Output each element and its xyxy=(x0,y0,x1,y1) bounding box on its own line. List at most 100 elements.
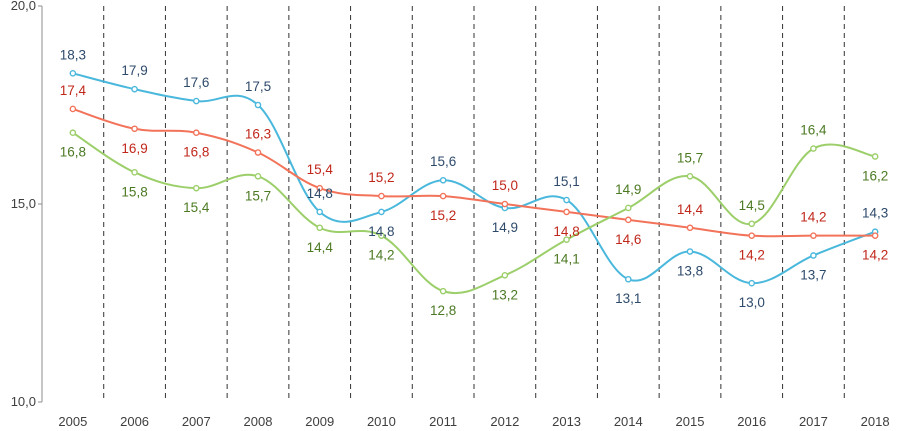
data-label: 16,3 xyxy=(245,127,271,142)
x-tick-label: 2006 xyxy=(120,414,149,429)
x-tick-label: 2013 xyxy=(552,414,581,429)
data-label: 15,2 xyxy=(430,208,456,223)
vertical-grid xyxy=(103,6,845,402)
data-point xyxy=(192,97,200,105)
data-label: 13,7 xyxy=(800,267,826,282)
x-tick-label: 2016 xyxy=(737,414,766,429)
data-point xyxy=(439,176,447,184)
data-point xyxy=(316,184,324,192)
data-point xyxy=(871,232,879,239)
y-tick-label: 10,0 xyxy=(11,394,36,409)
data-label: 13,1 xyxy=(615,291,641,306)
data-point xyxy=(624,216,632,224)
x-tick-label: 2005 xyxy=(58,414,87,429)
x-tick-label: 2012 xyxy=(490,414,519,429)
x-tick-label: 2010 xyxy=(367,414,396,429)
data-point xyxy=(624,275,632,283)
data-point xyxy=(624,204,632,212)
data-label: 15,8 xyxy=(121,184,147,199)
data-label: 14,8 xyxy=(307,186,333,201)
data-point xyxy=(378,232,385,239)
data-label: 13,0 xyxy=(739,295,765,310)
data-point xyxy=(254,101,262,109)
data-point xyxy=(748,220,756,228)
data-point xyxy=(131,169,138,176)
data-point xyxy=(131,125,138,133)
data-point xyxy=(871,153,879,160)
data-point xyxy=(810,145,817,152)
data-label: 16,2 xyxy=(862,168,888,183)
data-point xyxy=(501,200,509,208)
data-point xyxy=(316,208,324,216)
data-label: 17,5 xyxy=(245,79,271,94)
data-point xyxy=(563,208,570,216)
data-point xyxy=(131,85,138,93)
data-label: 15,1 xyxy=(553,174,579,189)
data-point xyxy=(316,224,324,232)
data-point xyxy=(501,271,509,279)
data-label: 12,8 xyxy=(430,303,456,318)
data-point xyxy=(192,129,200,137)
data-label: 15,4 xyxy=(183,200,210,215)
data-label: 14,4 xyxy=(677,202,704,217)
data-point xyxy=(69,129,77,137)
data-point xyxy=(748,232,756,239)
data-label: 16,9 xyxy=(121,141,147,156)
data-point xyxy=(686,248,694,255)
data-label: 13,8 xyxy=(677,264,703,279)
data-point xyxy=(563,236,570,243)
data-label: 17,6 xyxy=(183,75,209,90)
data-label: 14,1 xyxy=(553,252,579,267)
data-label: 14,2 xyxy=(800,210,826,225)
data-point xyxy=(378,208,385,216)
data-point xyxy=(810,252,817,259)
series-lines xyxy=(69,70,879,295)
data-label: 15,7 xyxy=(677,150,703,165)
data-point xyxy=(192,184,200,192)
x-tick-label: 2018 xyxy=(861,414,890,429)
x-tick-label: 2009 xyxy=(305,414,334,429)
data-label: 14,6 xyxy=(615,232,641,247)
data-label: 17,4 xyxy=(60,83,87,98)
data-label: 15,0 xyxy=(492,178,518,193)
data-point xyxy=(69,105,77,113)
x-tick-label: 2015 xyxy=(676,414,705,429)
data-label: 14,2 xyxy=(862,248,888,263)
data-point xyxy=(686,172,694,180)
data-label: 14,2 xyxy=(739,248,765,263)
x-tick-label: 2008 xyxy=(244,414,273,429)
data-label: 14,9 xyxy=(615,182,641,197)
y-tick-label: 20,0 xyxy=(11,0,36,13)
data-label: 14,3 xyxy=(862,206,888,221)
y-axis: 10,0 15,0 20,0 xyxy=(11,0,43,409)
data-label: 14,9 xyxy=(492,220,518,235)
data-point xyxy=(810,232,817,239)
data-label: 14,8 xyxy=(553,224,579,239)
data-label: 17,9 xyxy=(121,63,147,78)
data-label: 16,8 xyxy=(183,145,209,160)
data-label: 15,7 xyxy=(245,188,271,203)
data-label: 15,2 xyxy=(368,170,394,185)
data-label: 14,8 xyxy=(368,224,394,239)
data-point xyxy=(69,70,77,77)
data-point xyxy=(748,279,756,287)
data-point xyxy=(254,172,262,180)
data-point xyxy=(686,224,694,232)
x-tick-label: 2007 xyxy=(182,414,211,429)
data-point xyxy=(439,192,447,200)
x-axis-tick-labels: 2005 2006 2007 2008 2009 2010 2011 2012 2013 2014… xyxy=(58,414,889,429)
y-tick-label: 15,0 xyxy=(11,196,36,211)
data-label: 15,4 xyxy=(307,162,334,177)
data-point xyxy=(439,287,447,295)
data-label: 13,2 xyxy=(492,287,518,302)
data-label: 18,3 xyxy=(60,47,86,62)
data-label: 14,5 xyxy=(739,198,765,213)
data-labels: 18,3 17,9 17,6 17,5 14,8 14,8 15,6 14,9 15,1 13,1… xyxy=(60,47,889,318)
data-label: 16,8 xyxy=(60,145,86,160)
series-line xyxy=(72,72,876,285)
x-tick-label: 2014 xyxy=(614,414,643,429)
data-label: 16,4 xyxy=(800,123,827,138)
x-tick-label: 2017 xyxy=(799,414,828,429)
